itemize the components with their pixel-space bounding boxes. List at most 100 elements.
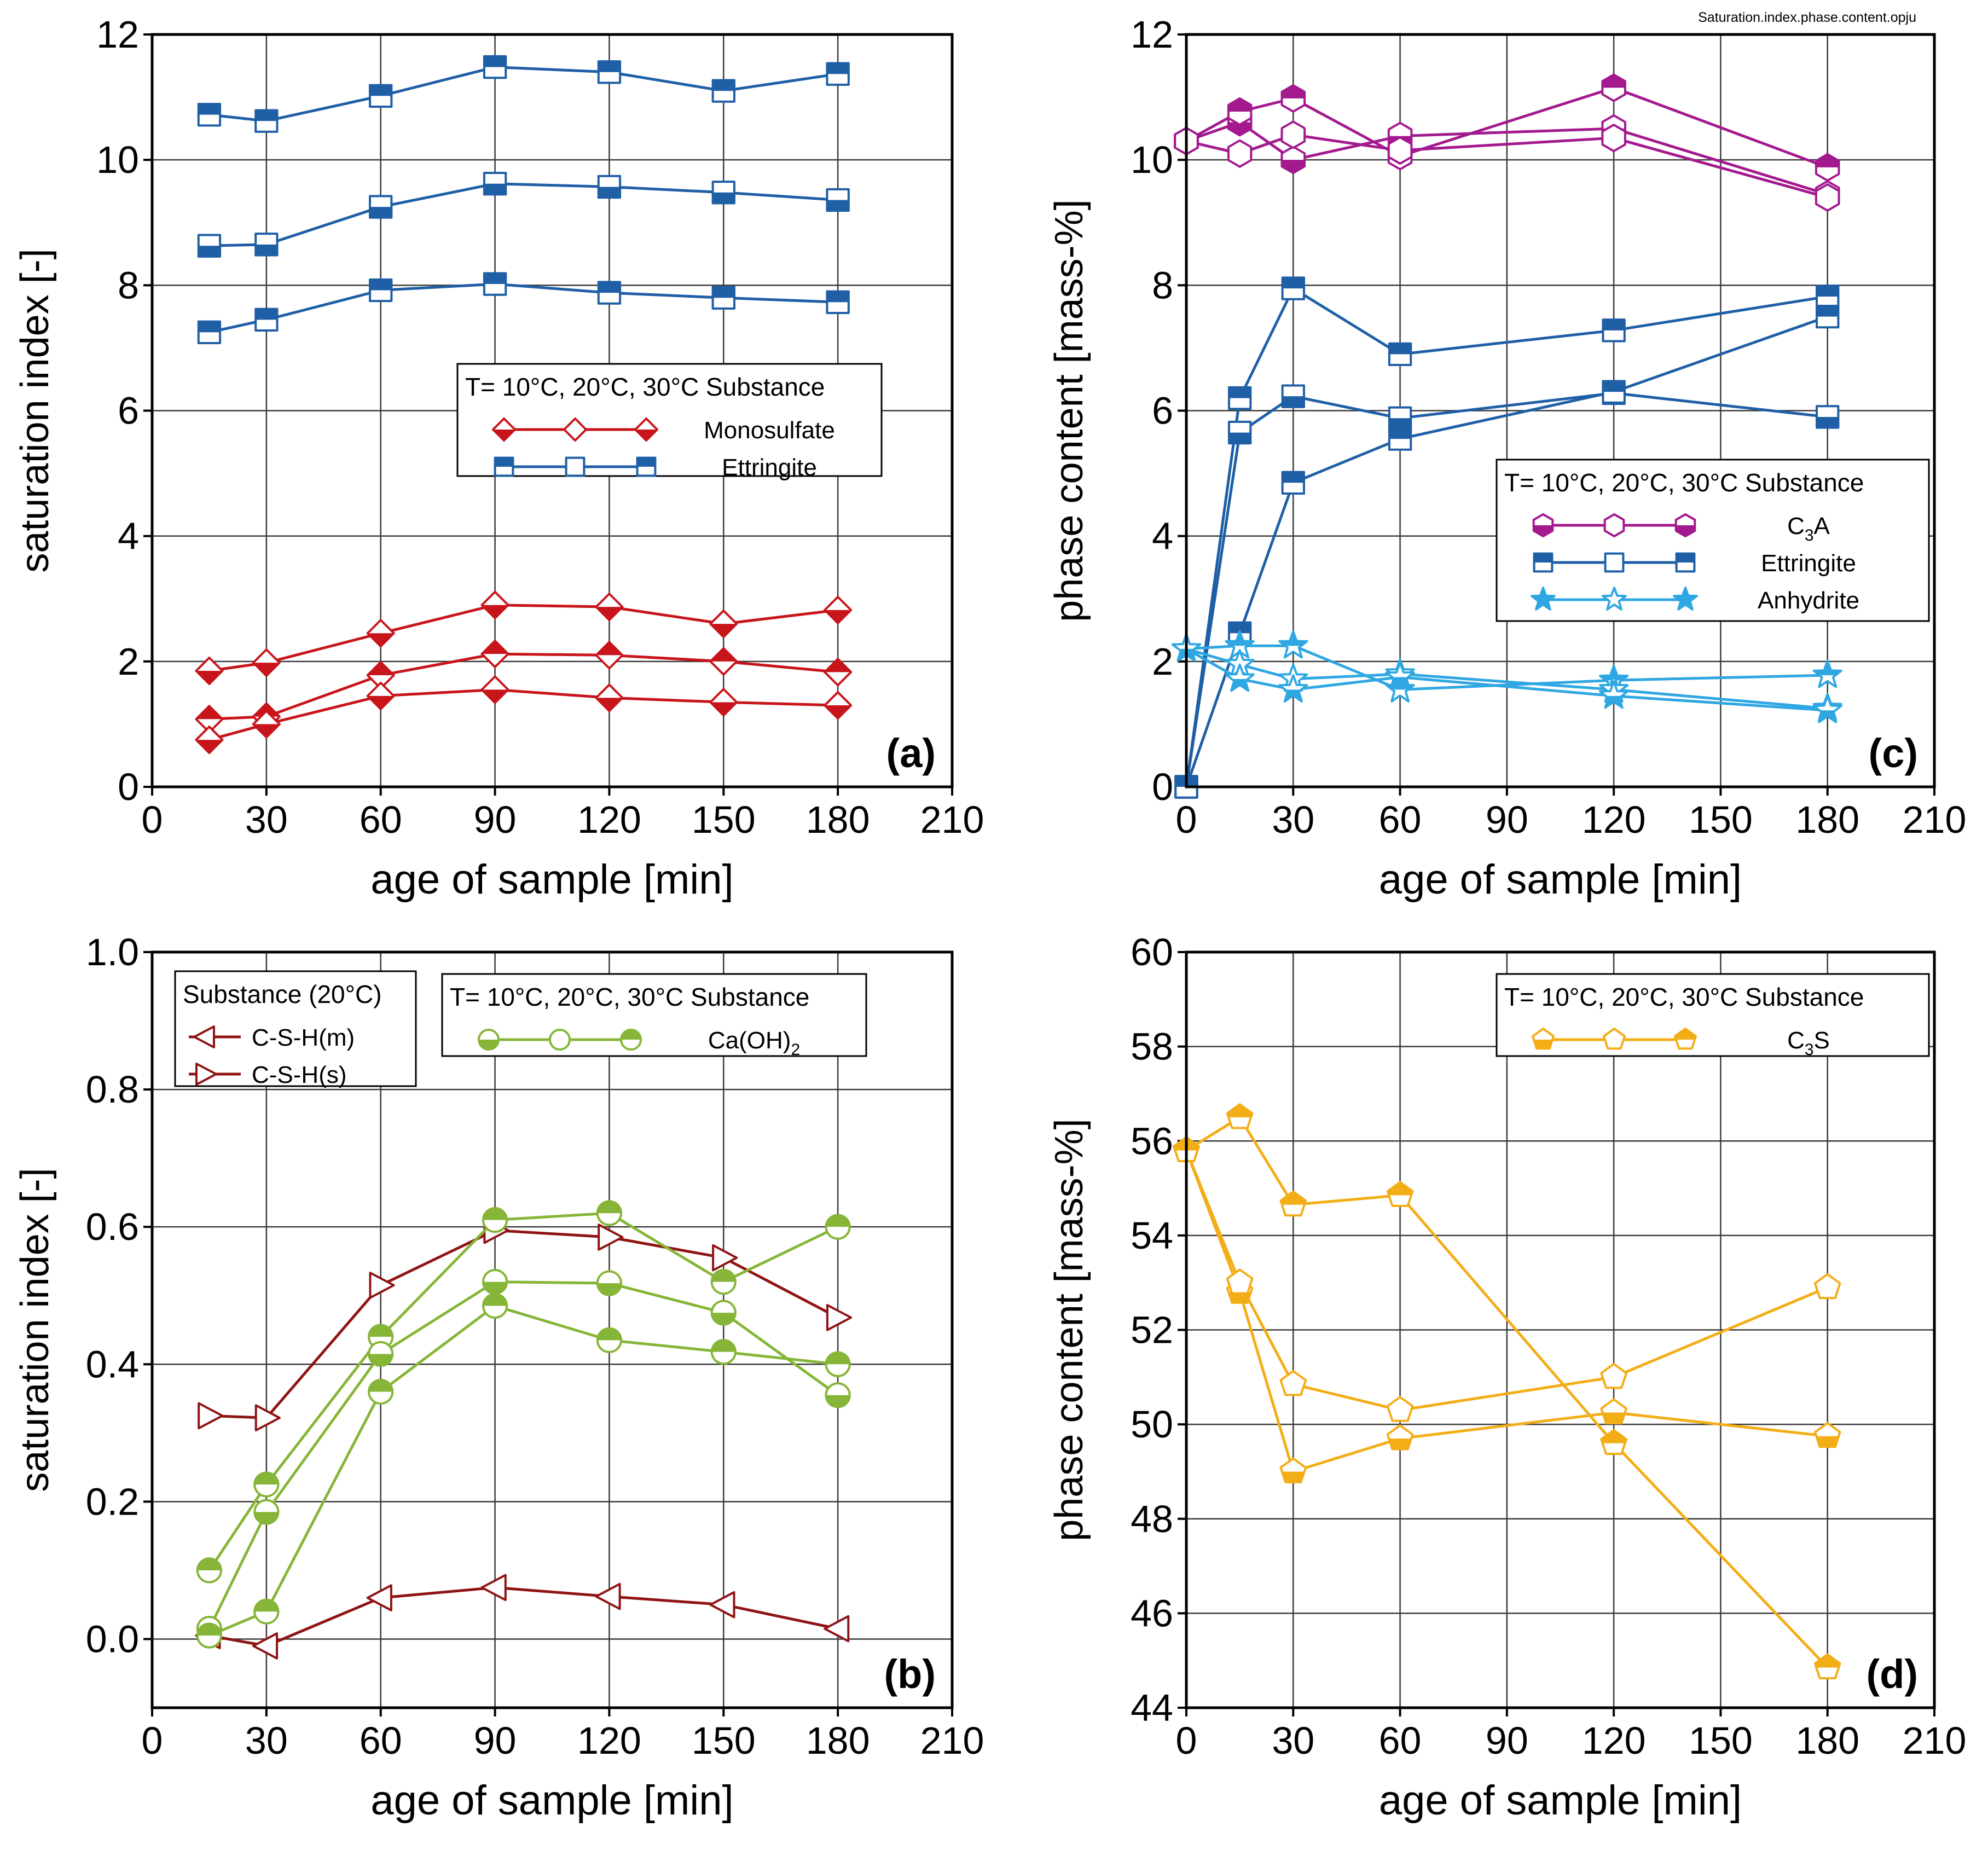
data-point	[711, 79, 735, 103]
legend-label: Ca(OH)2	[708, 1027, 800, 1059]
data-point	[1226, 1103, 1254, 1129]
x-tick-label: 30	[245, 1719, 288, 1762]
data-point	[480, 675, 509, 704]
legend: T= 10°C, 20°C, 30°C Substance C3S	[1496, 973, 1930, 1059]
y-tick-label: 0.2	[86, 1480, 139, 1523]
x-tick-label: 150	[692, 1719, 756, 1762]
data-point	[710, 1339, 737, 1365]
x-axis-title: age of sample [min]	[1379, 1777, 1742, 1824]
legend-marker	[1673, 587, 1698, 611]
data-point	[824, 595, 853, 624]
series-anhydrite-30-c	[1171, 633, 1842, 723]
data-point	[195, 705, 224, 734]
legend-marker	[1604, 552, 1625, 573]
data-point	[1385, 662, 1415, 690]
data-point	[1278, 630, 1308, 659]
legend-box	[1496, 973, 1930, 1057]
data-point	[198, 1402, 224, 1430]
y-tick-label: 58	[1131, 1025, 1173, 1068]
legend-marker	[478, 1029, 500, 1051]
series-monosulfate-10-c	[195, 590, 853, 686]
legend-entry: Ca(OH)2	[478, 1027, 800, 1059]
data-point	[1386, 1181, 1414, 1207]
data-point	[596, 1270, 623, 1296]
series-ca-oh-2-30-c	[196, 1292, 851, 1649]
series-ettringite-30-c	[197, 272, 850, 344]
data-point	[1227, 139, 1253, 168]
series-monosulfate-30-c	[195, 675, 853, 755]
series-line	[208, 1304, 838, 1637]
legend-label-subscript: 2	[791, 1041, 800, 1059]
legend-label: Ettringite	[722, 454, 817, 481]
data-point	[595, 641, 624, 670]
legend-label-text: Ettringite	[1761, 550, 1856, 577]
legend-marker	[492, 417, 516, 442]
legend-label-text: Ettringite	[722, 454, 817, 481]
panel-label: (d)	[1867, 1651, 1919, 1697]
data-point	[597, 175, 622, 199]
y-tick-label: 0.0	[86, 1617, 139, 1660]
series-ettringite-10-c	[197, 55, 850, 133]
y-tick-label: 2	[1152, 640, 1173, 683]
series-group	[1171, 73, 1842, 799]
y-tick-label: 12	[1131, 13, 1173, 56]
legend-entry: Anhydrite	[1531, 587, 1859, 614]
y-tick-label: 6	[1152, 390, 1173, 432]
series-line	[209, 652, 838, 721]
legend-marker	[1603, 1028, 1626, 1050]
data-point	[825, 1382, 851, 1408]
data-point	[1227, 97, 1253, 126]
series-line	[1185, 391, 1828, 787]
legend-label: Ettringite	[1761, 550, 1856, 577]
data-point	[825, 1214, 851, 1240]
y-tick-label: 12	[96, 13, 139, 56]
series-group	[195, 55, 853, 755]
legend-marker	[636, 456, 657, 477]
x-tick-label: 180	[806, 798, 870, 841]
data-point	[1281, 471, 1305, 495]
y-tick-label: 8	[1152, 264, 1173, 306]
x-tick-label: 120	[1582, 798, 1646, 841]
data-point	[195, 726, 224, 755]
x-tick-label: 60	[1379, 1719, 1422, 1762]
data-point	[253, 1471, 280, 1498]
data-point	[1279, 1190, 1307, 1217]
series-ca-oh-2-20-c	[196, 1269, 851, 1642]
legend-label: Monosulfate	[704, 417, 835, 444]
y-tick-label: 8	[118, 264, 139, 306]
x-tick-label: 90	[474, 798, 517, 841]
legend-marker	[193, 1025, 215, 1048]
data-point	[1816, 285, 1840, 309]
data-point	[483, 55, 507, 79]
data-point	[1280, 146, 1306, 175]
series-line	[1185, 315, 1828, 787]
data-point	[1813, 1653, 1841, 1680]
series-line	[208, 1280, 839, 1629]
data-point	[1278, 674, 1308, 703]
data-point	[252, 1632, 279, 1660]
data-point	[369, 195, 393, 219]
legend-marker	[634, 417, 658, 442]
data-point	[196, 1622, 223, 1649]
data-point	[1601, 73, 1626, 102]
plot-frame	[1185, 33, 1936, 788]
x-tick-label: 210	[920, 1719, 984, 1762]
legend: T= 10°C, 20°C, 30°C Substance Ca(OH)2	[441, 973, 867, 1059]
plot-frame	[1185, 950, 1936, 1709]
legend-marker	[1602, 587, 1627, 611]
series-line	[209, 66, 838, 123]
data-point	[366, 1584, 392, 1611]
data-point	[1812, 659, 1842, 688]
legend-entry: Ettringite	[1533, 550, 1856, 577]
data-point	[1600, 1429, 1627, 1455]
data-point	[1600, 1362, 1627, 1389]
x-tick-label: 90	[474, 1719, 517, 1762]
legend-entry: C3S	[1532, 1027, 1830, 1059]
legend-label: C-S-H(s)	[252, 1062, 347, 1088]
legend-label-text: C	[1787, 1027, 1805, 1054]
data-point	[826, 62, 850, 86]
data-point	[1280, 120, 1306, 149]
x-tick-label: 0	[142, 1719, 163, 1762]
y-tick-label: 4	[1152, 515, 1173, 558]
legend-entry: C3A	[1532, 513, 1830, 544]
